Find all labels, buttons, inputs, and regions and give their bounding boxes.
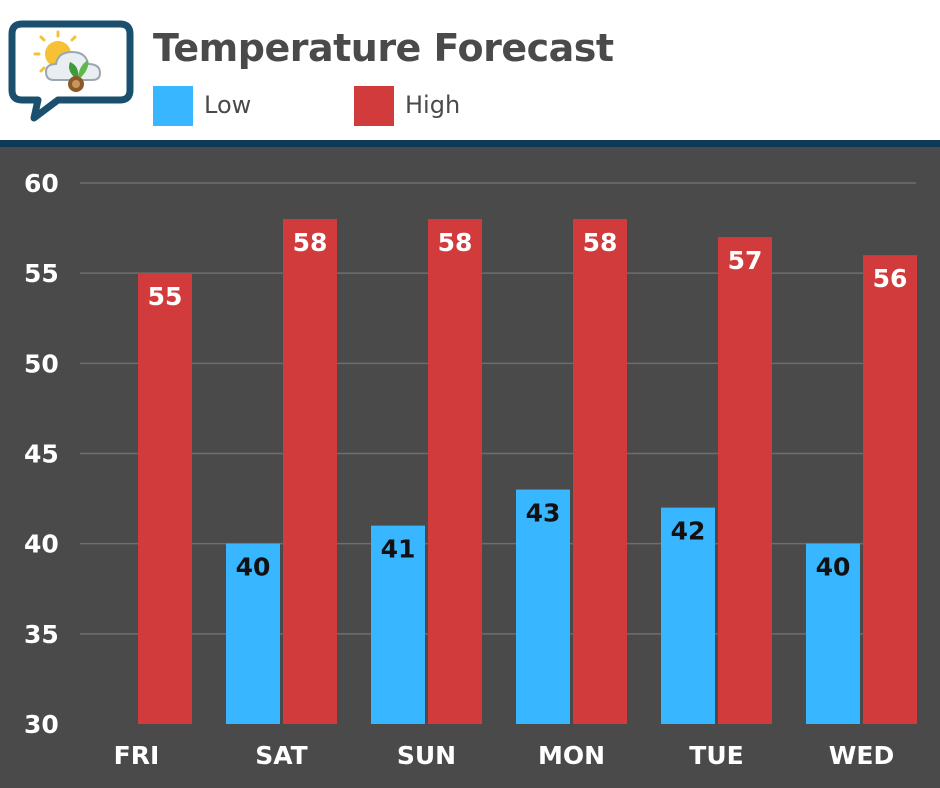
data-label-low: 41 — [381, 535, 416, 564]
bar-low-mon — [516, 489, 570, 724]
legend-swatch-low — [153, 86, 193, 126]
bar-high-wed — [863, 255, 917, 724]
y-tick-label: 50 — [24, 349, 59, 378]
y-tick-label: 55 — [24, 259, 59, 288]
bar-low-tue — [661, 507, 715, 724]
data-label-high: 56 — [873, 264, 908, 293]
data-label-low: 42 — [671, 517, 706, 546]
x-tick-label: SUN — [397, 741, 456, 770]
legend-label-high: High — [405, 91, 461, 119]
data-label-low: 40 — [236, 553, 271, 582]
bar-low-sun — [371, 525, 425, 724]
data-label-high: 57 — [728, 246, 763, 275]
bar-high-mon — [573, 219, 627, 725]
legend-item-low: Low — [153, 86, 333, 126]
bar-high-sat — [283, 219, 337, 725]
x-tick-label: TUE — [689, 741, 743, 770]
y-tick-label: 45 — [24, 440, 59, 469]
legend-swatch-high — [354, 86, 394, 126]
x-tick-label: FRI — [114, 741, 160, 770]
x-tick-label: MON — [538, 741, 605, 770]
y-tick-label: 40 — [24, 530, 59, 559]
legend-item-high: High — [354, 86, 534, 126]
bar-high-fri — [138, 273, 192, 724]
y-tick-label: 60 — [24, 169, 59, 198]
data-label-low: 43 — [526, 499, 561, 528]
y-tick-label: 35 — [24, 620, 59, 649]
data-label-high: 58 — [583, 228, 618, 257]
weather-logo-icon — [8, 20, 134, 122]
chart-header: Temperature Forecast Low High — [0, 0, 940, 140]
y-tick-label: 30 — [24, 710, 59, 739]
data-label-high: 58 — [293, 228, 328, 257]
x-tick-label: WED — [829, 741, 894, 770]
legend-label-low: Low — [204, 91, 252, 119]
chart-title: Temperature Forecast — [153, 26, 614, 70]
x-tick-label: SAT — [255, 741, 307, 770]
data-label-low: 40 — [816, 553, 851, 582]
header-divider — [0, 140, 940, 147]
data-label-high: 55 — [148, 282, 183, 311]
bar-high-tue — [718, 237, 772, 724]
bar-high-sun — [428, 219, 482, 725]
bar-low-sat — [226, 543, 280, 724]
bar-chart: 30 35 40 45 50 55 60 55 FRI 40 58 SAT 41 58 SUN 43 58 MON… — [24, 169, 917, 770]
data-label-high: 58 — [438, 228, 473, 257]
bar-low-wed — [806, 543, 860, 724]
